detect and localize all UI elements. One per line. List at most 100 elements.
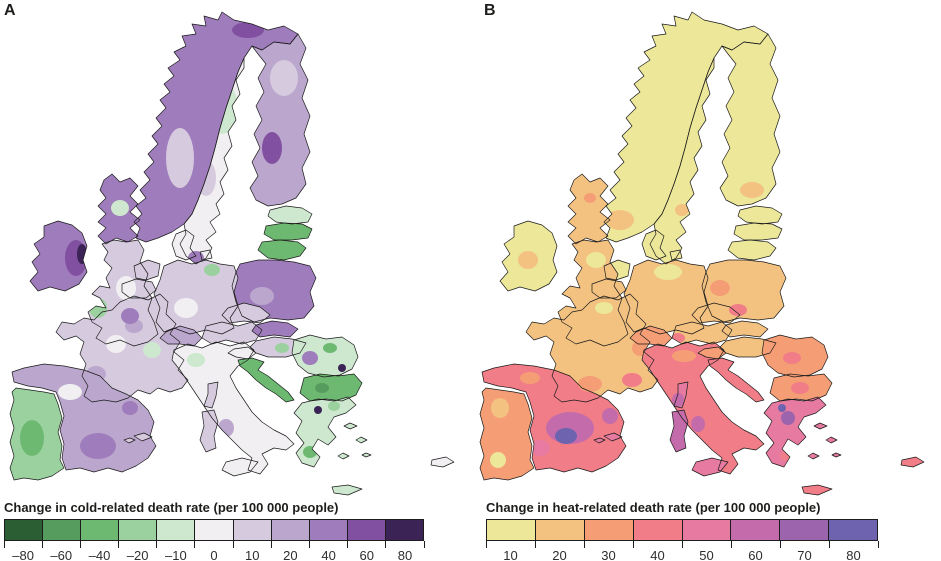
region-border-uk_england <box>87 239 159 347</box>
colorbar-segment <box>730 520 780 540</box>
region-border-crete <box>331 484 363 496</box>
map-patch-finland <box>262 132 282 164</box>
colorbar-segment <box>534 520 584 540</box>
region-croatia <box>238 358 294 402</box>
region-border-latvia <box>733 222 783 241</box>
colorbar-tick <box>308 541 310 548</box>
europe-map-cold <box>9 11 455 496</box>
region-border-slovenia <box>227 346 257 360</box>
region-border-switzerland <box>159 325 203 347</box>
colorbar-tick-label: 30 <box>601 548 616 561</box>
colorbar-segment <box>384 520 424 540</box>
region-uk_scotland <box>568 174 610 244</box>
colorbar-tick <box>347 541 349 548</box>
region-bulgaria <box>300 374 362 401</box>
region-border-romania <box>761 334 829 378</box>
region-border-balearics <box>593 432 623 444</box>
region-border-denmark <box>171 229 197 261</box>
colorbar-tick <box>828 541 830 548</box>
region-border-croatia <box>707 357 765 403</box>
colorbar-tick-label: 0 <box>210 548 218 561</box>
region-border-netherlands <box>133 259 161 281</box>
region-finland <box>250 34 310 206</box>
region-austria <box>202 322 262 344</box>
map-patch-portugal <box>20 420 44 456</box>
region-border-greece <box>763 396 827 468</box>
legend-cold-title: Change in cold-related death rate (per 1… <box>4 500 339 515</box>
colorbar-tick-label: 10 <box>503 548 518 561</box>
colorbar-tick <box>270 541 272 548</box>
colorbar-tick-label: 80 <box>397 548 413 561</box>
map-patch-poland <box>250 287 274 305</box>
colorbar-segment <box>42 520 81 540</box>
colorbar-tick-label: 20 <box>552 548 567 561</box>
region-austria <box>672 322 732 344</box>
panel-a-label: A <box>4 2 16 19</box>
map-patch-romania <box>323 343 337 353</box>
region-border-denmark <box>641 229 667 261</box>
map-patch-norway <box>166 128 194 188</box>
region-sicily <box>222 458 258 476</box>
region-italy <box>642 342 764 474</box>
map-patch-uk_england <box>116 276 136 300</box>
map-patch-spain <box>58 384 82 400</box>
region-border-cyprus <box>430 456 455 468</box>
region-border-slovakia <box>251 320 299 338</box>
region-sardinia <box>200 410 218 452</box>
region-border-finland <box>719 33 781 207</box>
region-italy <box>172 342 294 474</box>
panel-b-label: B <box>484 2 496 19</box>
map-patch-greece <box>328 401 340 411</box>
colorbar-tick <box>79 541 81 548</box>
map-patch-greece <box>780 451 792 461</box>
region-border-belgium <box>591 278 627 299</box>
region-border-ireland <box>29 220 88 292</box>
region-border-aegean_islands <box>807 422 842 460</box>
region-latvia <box>734 223 782 240</box>
colorbar-segment <box>232 520 271 540</box>
colorbar-segment <box>270 520 309 540</box>
region-aegean_islands <box>338 423 371 459</box>
colorbar-tick-label: –80 <box>12 548 34 561</box>
region-border-czech <box>221 302 271 324</box>
region-border-portugal <box>479 387 535 481</box>
map-patch-finland <box>740 182 764 198</box>
region-border-sweden <box>179 57 245 265</box>
region-border-poland <box>701 259 787 323</box>
map-patch-portugal <box>490 452 506 468</box>
region-border-denmark_island <box>199 249 213 261</box>
map-patch-greece <box>778 404 786 412</box>
map-patch-bulgaria <box>791 382 809 394</box>
region-border-greece <box>293 396 357 468</box>
colorbar-tick <box>730 541 732 548</box>
region-sweden <box>650 58 714 264</box>
colorbar-tick <box>632 541 634 548</box>
region-border-uk_england <box>557 239 629 347</box>
region-border-corsica <box>673 381 689 409</box>
colorbar-tick-label: –20 <box>126 548 149 561</box>
colorbar-segment <box>828 520 877 540</box>
colorbar-tick-label: 50 <box>699 548 714 561</box>
region-border-estonia <box>267 205 313 225</box>
colorbar-segment <box>156 520 195 540</box>
colorbar-tick-label: 60 <box>748 548 763 561</box>
map-patch-spain <box>555 428 577 444</box>
colorbar-tick-label: –10 <box>164 548 187 561</box>
map-patch-italy <box>187 353 205 367</box>
map-patch-romania <box>783 352 801 364</box>
colorbar-cold <box>4 519 424 541</box>
map-patch-spain <box>122 401 138 415</box>
region-switzerland <box>160 326 202 346</box>
map-patch-france <box>106 335 126 353</box>
region-border-france <box>525 293 659 403</box>
colorbar-tick <box>877 541 879 548</box>
region-balearics <box>594 433 622 443</box>
map-patch-spain <box>520 372 540 384</box>
colorbar-heat <box>486 519 878 541</box>
region-border-germany <box>153 259 239 335</box>
colorbar-segment <box>487 520 535 540</box>
region-slovenia <box>228 347 256 359</box>
colorbar-tick <box>681 541 683 548</box>
region-border-switzerland <box>629 325 673 347</box>
region-estonia <box>268 206 312 224</box>
